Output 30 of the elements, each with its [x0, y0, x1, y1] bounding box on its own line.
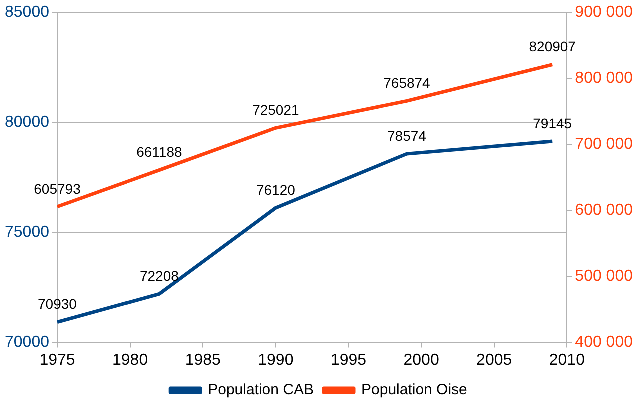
- data-label: 70930: [38, 296, 78, 312]
- y2-tick-label: 600 000: [575, 202, 634, 220]
- y2-tick-label: 900 000: [575, 4, 634, 22]
- x-tick-label: 2010: [549, 352, 586, 369]
- x-tick-label: 1980: [112, 352, 148, 369]
- legend-label: Population Oise: [362, 382, 468, 399]
- data-label: 765874: [384, 75, 431, 92]
- data-label: 605793: [34, 180, 82, 197]
- data-label: 725021: [252, 102, 300, 118]
- y2-tick-label: 500 000: [575, 268, 634, 286]
- data-label: 72208: [140, 268, 180, 284]
- data-label: 78574: [388, 128, 427, 144]
- data-label: 820907: [529, 38, 576, 55]
- y2-tick-label: 800 000: [575, 70, 634, 88]
- x-tick-label: 1995: [330, 352, 367, 369]
- x-tick-label: 2000: [404, 352, 440, 369]
- x-tick-label: 1975: [40, 352, 76, 369]
- data-label: 79145: [533, 115, 572, 132]
- y2-tick-label: 400 000: [575, 334, 634, 352]
- x-tick-label: 1985: [185, 352, 222, 369]
- y-tick-label: 80000: [4, 114, 50, 132]
- y-tick-label: 70000: [4, 334, 50, 352]
- data-label: 76120: [256, 182, 296, 198]
- y-tick-label: 85000: [4, 4, 50, 22]
- y-tick-label: 75000: [4, 224, 50, 242]
- x-tick-label: 2005: [476, 352, 512, 369]
- data-label: 661188: [136, 144, 182, 160]
- y2-tick-label: 700 000: [575, 136, 634, 154]
- legend-label: Population CAB: [208, 382, 314, 399]
- x-tick-label: 1990: [258, 352, 294, 369]
